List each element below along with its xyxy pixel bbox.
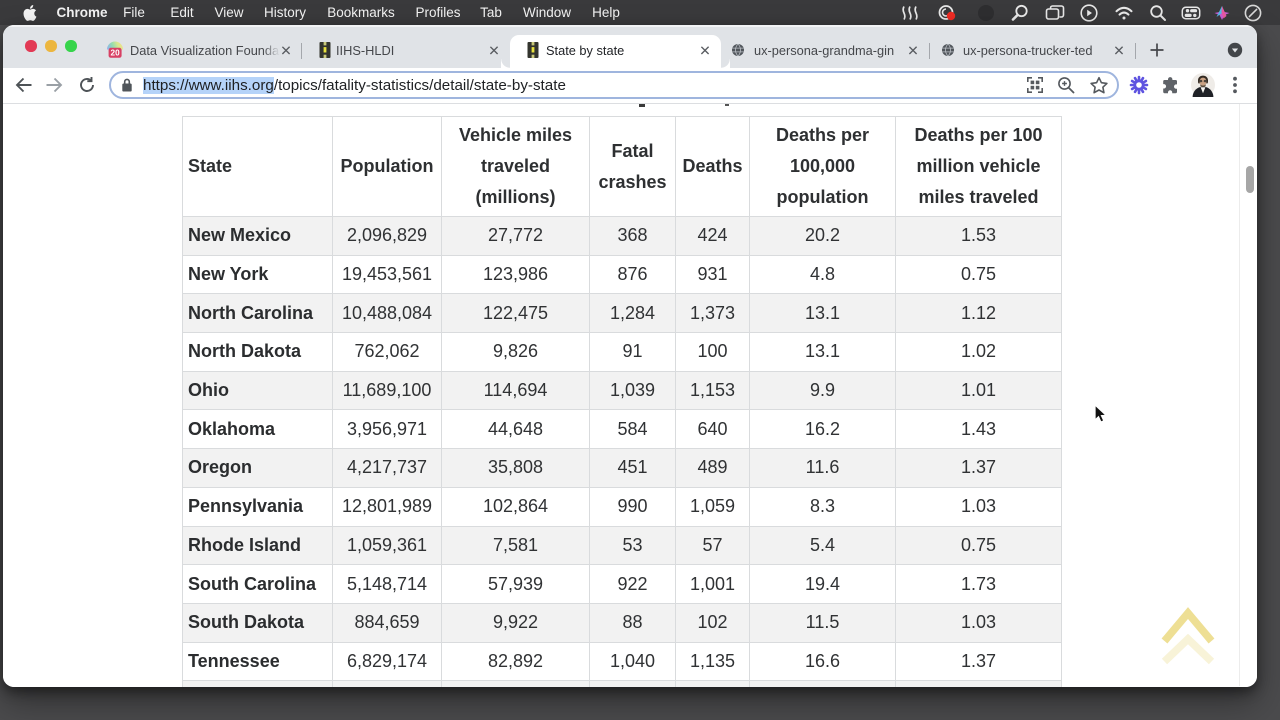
- svg-text:20: 20: [110, 48, 120, 57]
